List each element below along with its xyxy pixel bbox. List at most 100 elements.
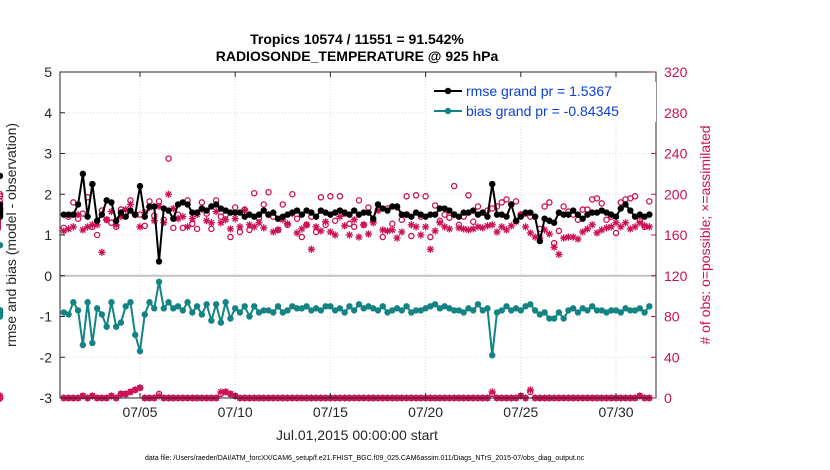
obs-possible-point-22 (165, 155, 172, 162)
obs-assimilated-point-112 (593, 229, 601, 237)
legend-bias-marker (444, 107, 452, 115)
obs-possible-point-101 (541, 203, 548, 210)
rmse-point-89 (484, 213, 491, 220)
bias-point-17 (141, 311, 148, 318)
bias-point-55 (322, 303, 329, 310)
x-tick-label-4: 07/25 (503, 404, 538, 420)
bias-point-124 (0, 241, 4, 249)
bias-point-21 (160, 305, 167, 312)
obs-assimilated-point-85 (464, 226, 473, 234)
obs-possible-point-81 (446, 214, 453, 221)
obs-assimilated-point-32 (212, 207, 220, 216)
rmse-point-96 (517, 213, 525, 220)
obs-assimilated-point-51 (302, 221, 311, 229)
bias-point-56 (327, 303, 334, 310)
obs-possible-point-114 (603, 216, 610, 223)
bias-point-25 (179, 307, 187, 314)
bias-point-4 (79, 341, 87, 349)
obs-possible-point-113 (598, 200, 605, 207)
bias-point-49 (293, 305, 301, 312)
obs-assimilated-point-56 (326, 228, 334, 236)
obs-assimilated-point-27 (188, 215, 196, 223)
obs-assimilated-point-42 (260, 224, 268, 232)
obs-assimilated-point-67 (379, 226, 387, 234)
obs-possible-point-57 (331, 217, 339, 224)
obs-possible-point-43 (265, 188, 272, 196)
rmse-point-28 (193, 209, 201, 216)
bias-point-112 (593, 307, 601, 314)
bias-point-59 (341, 309, 348, 316)
y2-tick-label-0: 0 (664, 390, 672, 406)
bias-point-28 (193, 303, 201, 310)
bias-point-5 (84, 299, 91, 306)
bias-point-13 (122, 303, 129, 310)
obs-possible-point-48 (289, 190, 296, 198)
bias-point-33 (217, 319, 225, 326)
bias-point-103 (550, 315, 558, 322)
rmse-point-10 (108, 199, 115, 206)
rmse-point-66 (374, 201, 382, 208)
legend-bias-label: bias grand pr = -0.84345 (466, 103, 619, 119)
y2-axis-label: # of obs: o=possible; ×=assimilated (697, 125, 713, 344)
rmse-point-37 (236, 209, 244, 216)
bias-point-9 (103, 323, 110, 330)
legend-rmse-marker (444, 87, 452, 95)
obs-assimilated-point-115 (607, 223, 615, 231)
obs-possible-point-105 (560, 203, 567, 210)
obs-possible-point-18 (146, 198, 153, 205)
rmse-point-23 (170, 215, 177, 222)
y-tick-label-8: 5 (44, 64, 52, 80)
bias-point-133 (0, 309, 4, 316)
obs-assimilated-point-98 (526, 229, 534, 237)
bias-point-74 (412, 307, 420, 314)
rmse-point-18 (146, 203, 153, 210)
bias-point-24 (174, 303, 182, 310)
y2-tick-label-6: 240 (664, 146, 688, 162)
obs-assimilated-point-16 (136, 223, 144, 231)
rmse-point-105 (560, 211, 567, 218)
bias-point-19 (151, 305, 158, 312)
data-file-footnote: data file: /Users/raeder/DAI/ATM_forcXX/… (145, 455, 585, 462)
rmse-point-3 (74, 201, 82, 208)
obs-assimilated-point-108 (574, 235, 582, 243)
obs-assimilated-point-74 (412, 223, 420, 231)
rmse-point-16 (136, 182, 144, 190)
obs-assimilated-point-55 (322, 218, 330, 226)
rmse-point-95 (512, 217, 520, 224)
bias-point-1 (65, 311, 72, 318)
obs-assimilated-point-25 (179, 213, 187, 221)
obs-possible-point-80 (441, 211, 448, 218)
obs-assimilated-low-point-16 (136, 384, 144, 392)
bias-point-31 (208, 317, 215, 324)
rmse-point-123 (646, 211, 653, 218)
bias-point-44 (270, 309, 277, 316)
rmse-point-78 (431, 211, 439, 218)
obs-assimilated-point-78 (431, 227, 439, 235)
y-tick-label-4: 1 (44, 227, 52, 243)
obs-possible-point-87 (474, 203, 482, 210)
rmse-point-11 (112, 217, 120, 224)
y2-tick-label-4: 160 (664, 227, 688, 243)
bias-point-6 (89, 339, 96, 347)
obs-assimilated-point-34 (222, 216, 230, 224)
rmse-point-65 (370, 215, 377, 222)
rmse-point-0 (60, 211, 68, 218)
rmse-point-71 (398, 211, 405, 218)
obs-possible-point-102 (546, 199, 553, 206)
bias-point-123 (646, 303, 653, 310)
obs-assimilated-point-122 (640, 222, 649, 230)
bias-point-29 (198, 311, 206, 318)
y2-tick-label-7: 280 (664, 105, 688, 121)
bias-point-14 (127, 299, 134, 306)
obs-possible-point-29 (198, 199, 206, 206)
obs-assimilated-point-22 (164, 190, 173, 198)
rmse-point-111 (589, 209, 596, 216)
obs-possible-low-point-127 (0, 392, 4, 400)
bias-point-111 (589, 303, 596, 310)
bias-point-102 (546, 315, 553, 322)
rmse-point-93 (503, 213, 510, 220)
obs-assimilated-point-45 (274, 226, 282, 234)
obs-assimilated-point-89 (483, 222, 492, 230)
rmse-point-91 (493, 211, 501, 218)
obs-assimilated-point-121 (636, 219, 644, 227)
